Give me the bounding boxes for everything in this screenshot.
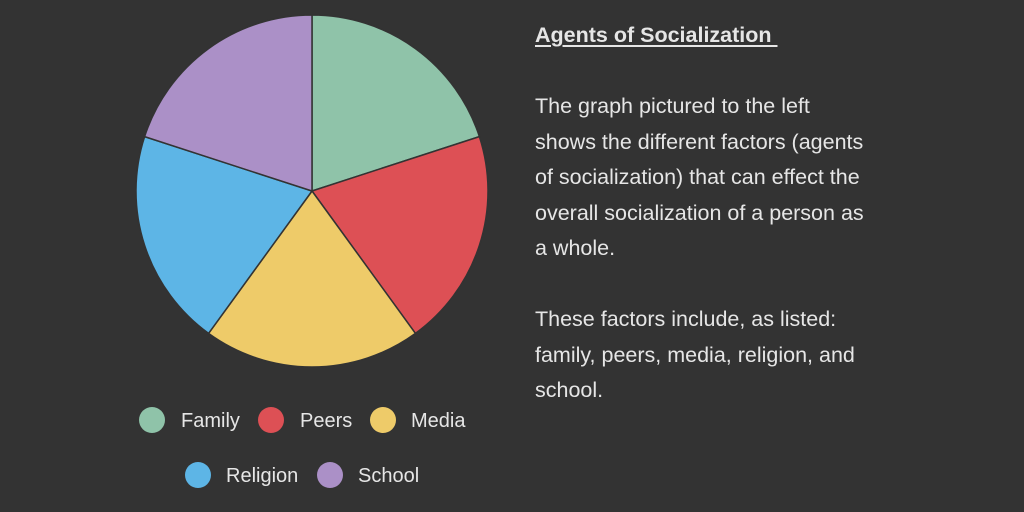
pie-slice-media: [207, 190, 417, 368]
description-panel: Agents of Socialization The graph pictur…: [535, 18, 1005, 444]
legend-swatch-family: [139, 407, 165, 433]
pie-slice-school: [143, 14, 313, 192]
panel-paragraph-description: The graph pictured to the left shows the…: [535, 94, 864, 260]
legend-label-peers: Peers: [300, 410, 352, 432]
legend-label-school: School: [358, 465, 419, 487]
pie-slices: [135, 14, 489, 368]
legend-swatch-school: [317, 462, 343, 488]
legend-swatch-religion: [185, 462, 211, 488]
legend-swatch-media: [370, 407, 396, 433]
pie-slice-peers: [311, 135, 489, 335]
pie-slice-religion: [135, 135, 313, 335]
panel-paragraph-factors: These factors include, as listed: family…: [535, 307, 855, 402]
legend-label-media: Media: [411, 410, 466, 432]
legend-swatch-peers: [258, 407, 284, 433]
pie-chart: Family Peers Media Religion School: [135, 14, 489, 488]
chart-legend: Family Peers Media Religion School: [139, 407, 466, 488]
panel-title: Agents of Socialization: [535, 23, 778, 47]
legend-label-religion: Religion: [226, 465, 298, 487]
legend-label-family: Family: [181, 410, 240, 432]
pie-slice-family: [311, 14, 481, 192]
